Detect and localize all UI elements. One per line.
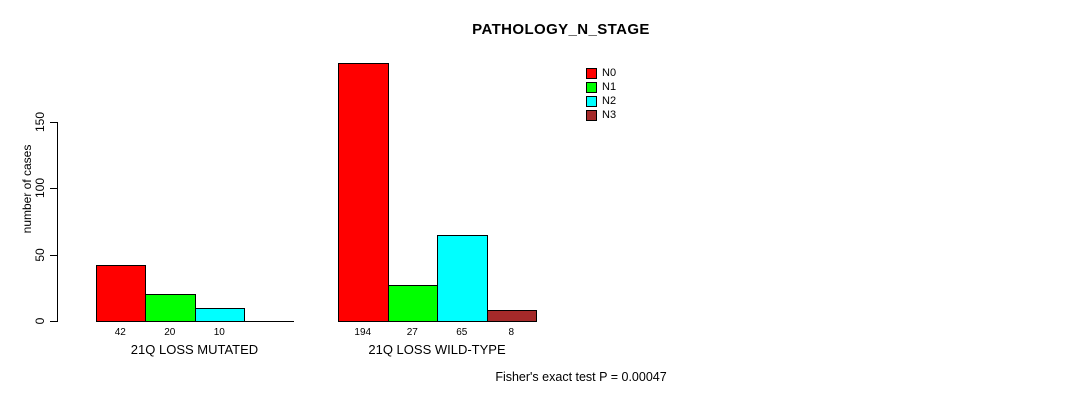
y-axis-tick-label: 50 bbox=[33, 247, 47, 262]
y-axis-tick-label: 150 bbox=[33, 111, 47, 132]
x-axis-category-label: 21Q LOSS WILD-TYPE bbox=[368, 342, 506, 357]
bar-value-label: 42 bbox=[114, 327, 126, 338]
chart-title: PATHOLOGY_N_STAGE bbox=[472, 21, 650, 38]
bar-n2-group2 bbox=[437, 235, 488, 322]
bar-value-label: 10 bbox=[213, 327, 225, 338]
bar-value-label: 8 bbox=[508, 327, 515, 338]
y-axis-tick-label: 0 bbox=[33, 317, 47, 325]
legend-item-n1: N1 bbox=[586, 80, 616, 94]
y-axis-tick bbox=[50, 321, 57, 322]
y-axis-tick bbox=[50, 121, 57, 123]
bar-n0-group1 bbox=[95, 265, 146, 322]
legend-swatch-n3 bbox=[586, 109, 597, 121]
bar-n2-group1 bbox=[194, 308, 245, 322]
bar-n0-group2 bbox=[338, 63, 389, 322]
y-axis-tick bbox=[50, 188, 57, 189]
legend-item-n0: N0 bbox=[586, 66, 616, 80]
bar-n1-group2 bbox=[387, 285, 438, 322]
bar-value-label: 65 bbox=[456, 327, 468, 338]
stat-annotation: Fisher's exact test P = 0.00047 bbox=[495, 370, 667, 384]
y-axis-line bbox=[57, 121, 58, 322]
legend-swatch-n1 bbox=[586, 81, 597, 93]
legend-swatch-n2 bbox=[586, 95, 597, 107]
legend-item-n2: N2 bbox=[586, 94, 616, 108]
legend-swatch-n0 bbox=[586, 67, 597, 79]
bar-value-label: 20 bbox=[164, 327, 176, 338]
bar-value-label: 194 bbox=[354, 327, 372, 338]
legend-item-n3: N3 bbox=[586, 108, 616, 122]
bar-value-label: 27 bbox=[406, 327, 418, 338]
legend-label-n3: N3 bbox=[602, 109, 617, 121]
bar-n3-group2 bbox=[486, 310, 537, 322]
y-axis-tick-label: 100 bbox=[33, 177, 47, 199]
x-axis-category-label: 21Q LOSS MUTATED bbox=[130, 342, 259, 357]
legend-label-n1: N1 bbox=[602, 81, 617, 93]
legend-label-n0: N0 bbox=[602, 67, 617, 79]
bar-n1-group1 bbox=[145, 294, 196, 322]
legend: N0 N1 N2 N3 bbox=[586, 66, 616, 122]
y-axis-tick bbox=[50, 254, 57, 256]
legend-label-n2: N2 bbox=[602, 95, 617, 107]
